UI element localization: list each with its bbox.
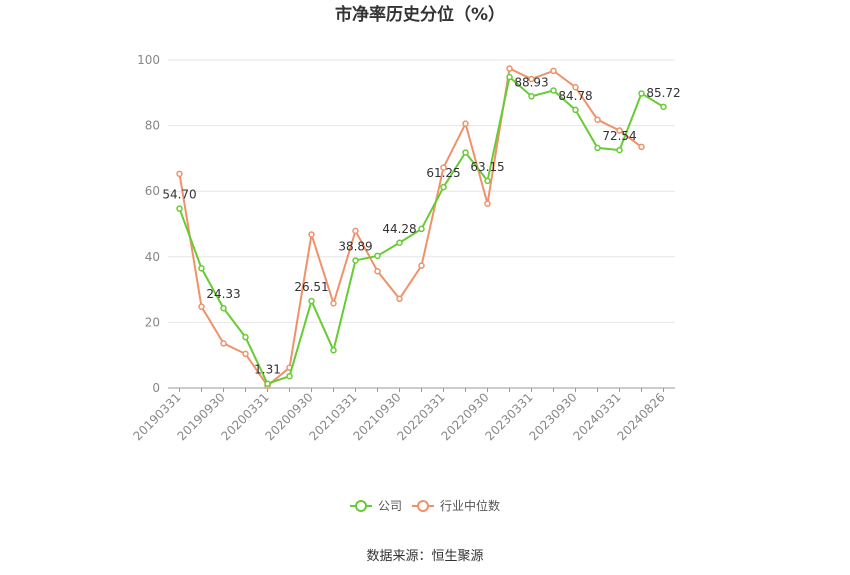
data-point[interactable] xyxy=(440,164,447,171)
data-label: 84.78 xyxy=(558,89,592,103)
grid xyxy=(168,59,675,323)
data-point[interactable] xyxy=(330,347,337,354)
data-label: 72.54 xyxy=(602,129,636,143)
source-text: 数据来源：恒生聚源 xyxy=(366,549,483,564)
y-tick-label: 0 xyxy=(152,381,160,395)
data-point[interactable] xyxy=(308,297,315,305)
data-point[interactable] xyxy=(352,227,359,235)
legend-label: 行业中位数 xyxy=(440,498,500,513)
data-point[interactable] xyxy=(660,103,667,111)
data-label: 85.72 xyxy=(646,86,680,100)
data-point[interactable] xyxy=(308,231,315,238)
chart-title: 市净率历史分位（%） xyxy=(335,4,505,25)
data-point[interactable] xyxy=(220,304,227,312)
y-axis: 0 20 40 60 80 100 xyxy=(137,53,160,395)
data-point[interactable] xyxy=(572,83,579,91)
series-line-1 xyxy=(178,67,643,388)
data-point[interactable] xyxy=(638,143,645,151)
data-point[interactable] xyxy=(176,170,183,178)
legend[interactable]: 公司 行业中位数 xyxy=(350,498,500,513)
data-label: 61.25 xyxy=(426,166,460,180)
data-point[interactable] xyxy=(264,380,271,387)
data-label: 88.93 xyxy=(514,75,548,89)
data-point[interactable] xyxy=(374,267,381,275)
y-tick-label: 60 xyxy=(145,184,160,198)
data-label: 44.28 xyxy=(382,222,416,236)
data-point[interactable] xyxy=(550,87,557,94)
data-label: 63.15 xyxy=(470,160,504,174)
data-point[interactable] xyxy=(352,257,359,264)
data-point[interactable] xyxy=(396,295,403,303)
x-axis: 2019033120190930202003312020093020210331… xyxy=(131,387,675,443)
data-point[interactable] xyxy=(176,205,183,212)
data-point[interactable] xyxy=(594,144,601,152)
data-point[interactable] xyxy=(616,127,623,134)
data-point[interactable] xyxy=(462,149,469,156)
data-point[interactable] xyxy=(484,200,491,207)
data-labels: 54.70 24.33 1.31 26.51 38.89 44.28 61.25 63.15 8… xyxy=(162,75,680,376)
y-tick-label: 20 xyxy=(145,315,160,329)
x-tick-label: 20240826 xyxy=(615,390,668,443)
data-point[interactable] xyxy=(242,350,249,358)
y-tick-label: 80 xyxy=(145,119,160,133)
data-label: 24.33 xyxy=(206,287,240,301)
series-group xyxy=(176,65,667,389)
legend-item-1[interactable]: 行业中位数 xyxy=(412,498,500,513)
data-label: 54.70 xyxy=(162,188,196,202)
data-point[interactable] xyxy=(418,225,425,233)
legend-item-0[interactable]: 公司 xyxy=(350,499,402,513)
legend-swatch-marker xyxy=(355,500,367,512)
data-point[interactable] xyxy=(506,73,513,81)
y-tick-label: 100 xyxy=(137,53,160,67)
data-point[interactable] xyxy=(550,67,557,75)
data-point[interactable] xyxy=(528,93,535,100)
legend-swatch-marker xyxy=(417,500,429,512)
y-tick-label: 40 xyxy=(145,250,160,264)
data-point[interactable] xyxy=(572,106,579,114)
data-point[interactable] xyxy=(374,252,381,260)
data-point[interactable] xyxy=(418,262,425,269)
data-point[interactable] xyxy=(616,146,623,154)
data-point[interactable] xyxy=(440,183,447,191)
legend-label: 公司 xyxy=(378,499,402,513)
data-point[interactable] xyxy=(638,90,645,97)
data-point[interactable] xyxy=(528,75,535,83)
data-point[interactable] xyxy=(484,177,491,185)
data-point[interactable] xyxy=(198,265,205,272)
data-point[interactable] xyxy=(242,333,249,341)
data-point[interactable] xyxy=(330,300,337,307)
data-label: 38.89 xyxy=(338,239,372,253)
data-point[interactable] xyxy=(286,372,293,380)
data-point[interactable] xyxy=(506,65,513,72)
data-point[interactable] xyxy=(220,340,227,347)
data-point[interactable] xyxy=(594,116,601,123)
data-label: 26.51 xyxy=(294,280,328,294)
data-point[interactable] xyxy=(198,303,205,310)
data-label: 1.31 xyxy=(254,363,281,377)
data-point[interactable] xyxy=(462,120,469,127)
data-point[interactable] xyxy=(396,239,403,247)
